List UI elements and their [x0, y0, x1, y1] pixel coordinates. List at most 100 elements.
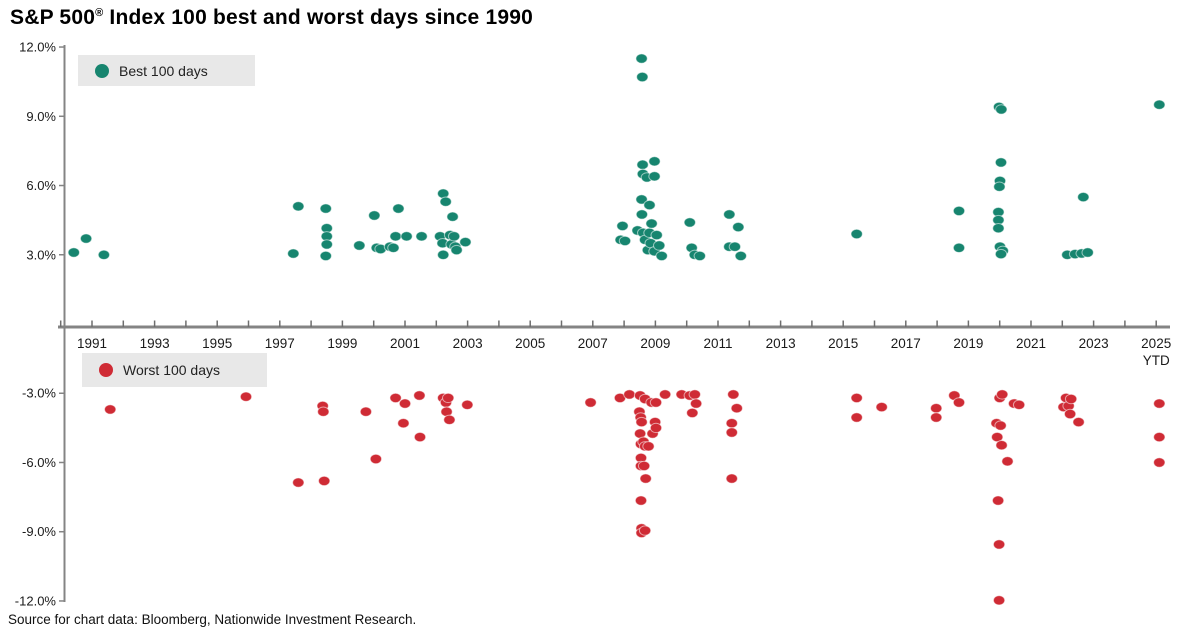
worst-day-point — [1072, 416, 1085, 428]
worst-day-point — [443, 414, 456, 425]
worst-day-point — [1153, 457, 1166, 468]
worst-day-point — [875, 401, 888, 413]
best-days-marker-icon — [95, 63, 109, 78]
worst-day-point — [686, 407, 699, 419]
best-day-point — [616, 220, 629, 232]
x-axis-year-label: 1993 — [140, 336, 170, 351]
best-day-point — [292, 201, 305, 212]
worst-day-point — [369, 453, 383, 465]
worst-day-point — [992, 595, 1006, 606]
y-axis-tick-label: 9.0% — [26, 109, 56, 124]
best-day-point — [723, 209, 736, 220]
worst-day-point — [994, 420, 1007, 431]
worst-day-point — [239, 391, 253, 402]
y-axis-tick-label: -3.0% — [22, 386, 56, 401]
best-day-point — [850, 228, 863, 240]
best-day-point — [97, 249, 111, 261]
best-day-point — [1077, 191, 1090, 203]
best-day-point — [952, 205, 966, 217]
best-day-point — [635, 53, 648, 64]
best-day-point — [1153, 99, 1166, 110]
best-day-point — [437, 249, 450, 261]
worst-day-point — [689, 398, 703, 409]
x-axis-year-label: 2003 — [453, 336, 483, 351]
worst-days-marker-icon — [99, 363, 113, 377]
best-day-point — [387, 242, 400, 254]
worst-day-point — [642, 441, 655, 452]
best-day-point — [450, 244, 463, 256]
best-day-point — [1081, 247, 1094, 258]
worst-day-point — [635, 416, 648, 428]
best-day-point — [400, 231, 413, 242]
best-day-point — [645, 218, 658, 229]
x-axis-year-label: 2009 — [640, 336, 670, 351]
best-day-point — [993, 181, 1006, 192]
best-day-point — [994, 248, 1008, 260]
worst-day-point — [725, 418, 738, 429]
x-axis-year-label: 2013 — [766, 336, 796, 351]
worst-day-point — [1153, 398, 1166, 409]
title-prefix: S&P 500 — [10, 6, 96, 29]
legend-best: Best 100 days — [78, 55, 255, 86]
worst-day-point — [1153, 431, 1166, 443]
x-axis-year-label: 1991 — [77, 336, 107, 351]
y-axis-tick-label: -12.0% — [15, 593, 57, 608]
x-axis-year-label: 2015 — [828, 336, 858, 351]
worst-day-point — [584, 397, 597, 408]
x-axis-year-label: 1997 — [265, 336, 295, 351]
worst-day-point — [850, 412, 863, 423]
worst-day-point — [992, 539, 1006, 550]
worst-day-point — [727, 389, 740, 400]
worst-day-point — [318, 475, 331, 487]
best-day-point — [635, 194, 648, 205]
best-day-point — [319, 250, 332, 262]
worst-day-point — [1064, 393, 1078, 405]
best-day-point — [389, 231, 402, 242]
x-axis-year-label: 1999 — [327, 336, 357, 351]
worst-day-point — [930, 412, 943, 423]
page-title: S&P 500® Index 100 best and worst days s… — [10, 6, 533, 30]
best-day-point — [734, 250, 747, 262]
x-axis-year-label: 2023 — [1079, 336, 1109, 351]
best-day-point — [636, 159, 649, 170]
best-day-point — [994, 157, 1008, 168]
worst-day-point — [413, 390, 426, 401]
source-legend-worst-label: Worst 100 days — [123, 362, 221, 378]
worst-day-point — [397, 418, 410, 429]
worst-day-point — [688, 389, 701, 400]
worst-day-point — [317, 406, 330, 417]
y-axis-tick-label: 6.0% — [26, 178, 56, 193]
x-axis-ytd-label: YTD — [1143, 353, 1170, 368]
x-axis-year-label: 2025 — [1141, 336, 1171, 351]
best-day-point — [636, 71, 649, 83]
best-day-point — [439, 196, 452, 207]
worst-day-point — [996, 389, 1009, 400]
y-axis-tick-label: -9.0% — [22, 524, 56, 539]
worst-day-point — [292, 477, 305, 488]
best-day-point — [79, 233, 93, 244]
x-axis-year-label: 2021 — [1016, 336, 1046, 351]
best-day-point — [635, 209, 649, 220]
worst-day-point — [639, 473, 652, 484]
x-axis-year-label: 2019 — [953, 336, 983, 351]
registered-trademark: ® — [95, 7, 104, 19]
worst-day-point — [725, 473, 738, 484]
best-day-point — [415, 231, 428, 242]
best-day-point — [392, 203, 405, 214]
worst-day-point — [995, 440, 1008, 451]
best-day-point — [287, 248, 300, 259]
best-day-point — [693, 250, 706, 262]
worst-day-point — [1001, 456, 1014, 467]
best-day-point — [683, 217, 696, 228]
best-day-point — [67, 247, 81, 258]
x-axis-year-label: 2017 — [891, 336, 921, 351]
source-note: Source for chart data: Bloomberg, Nation… — [8, 612, 417, 627]
best-day-point — [319, 203, 332, 214]
worst-day-point — [398, 398, 412, 409]
worst-day-point — [359, 406, 373, 417]
y-axis-tick-label: 3.0% — [26, 247, 56, 262]
worst-day-point — [649, 422, 663, 434]
best-day-point — [952, 242, 966, 254]
best-day-point — [728, 241, 742, 252]
x-axis-year-label: 2001 — [390, 336, 420, 351]
